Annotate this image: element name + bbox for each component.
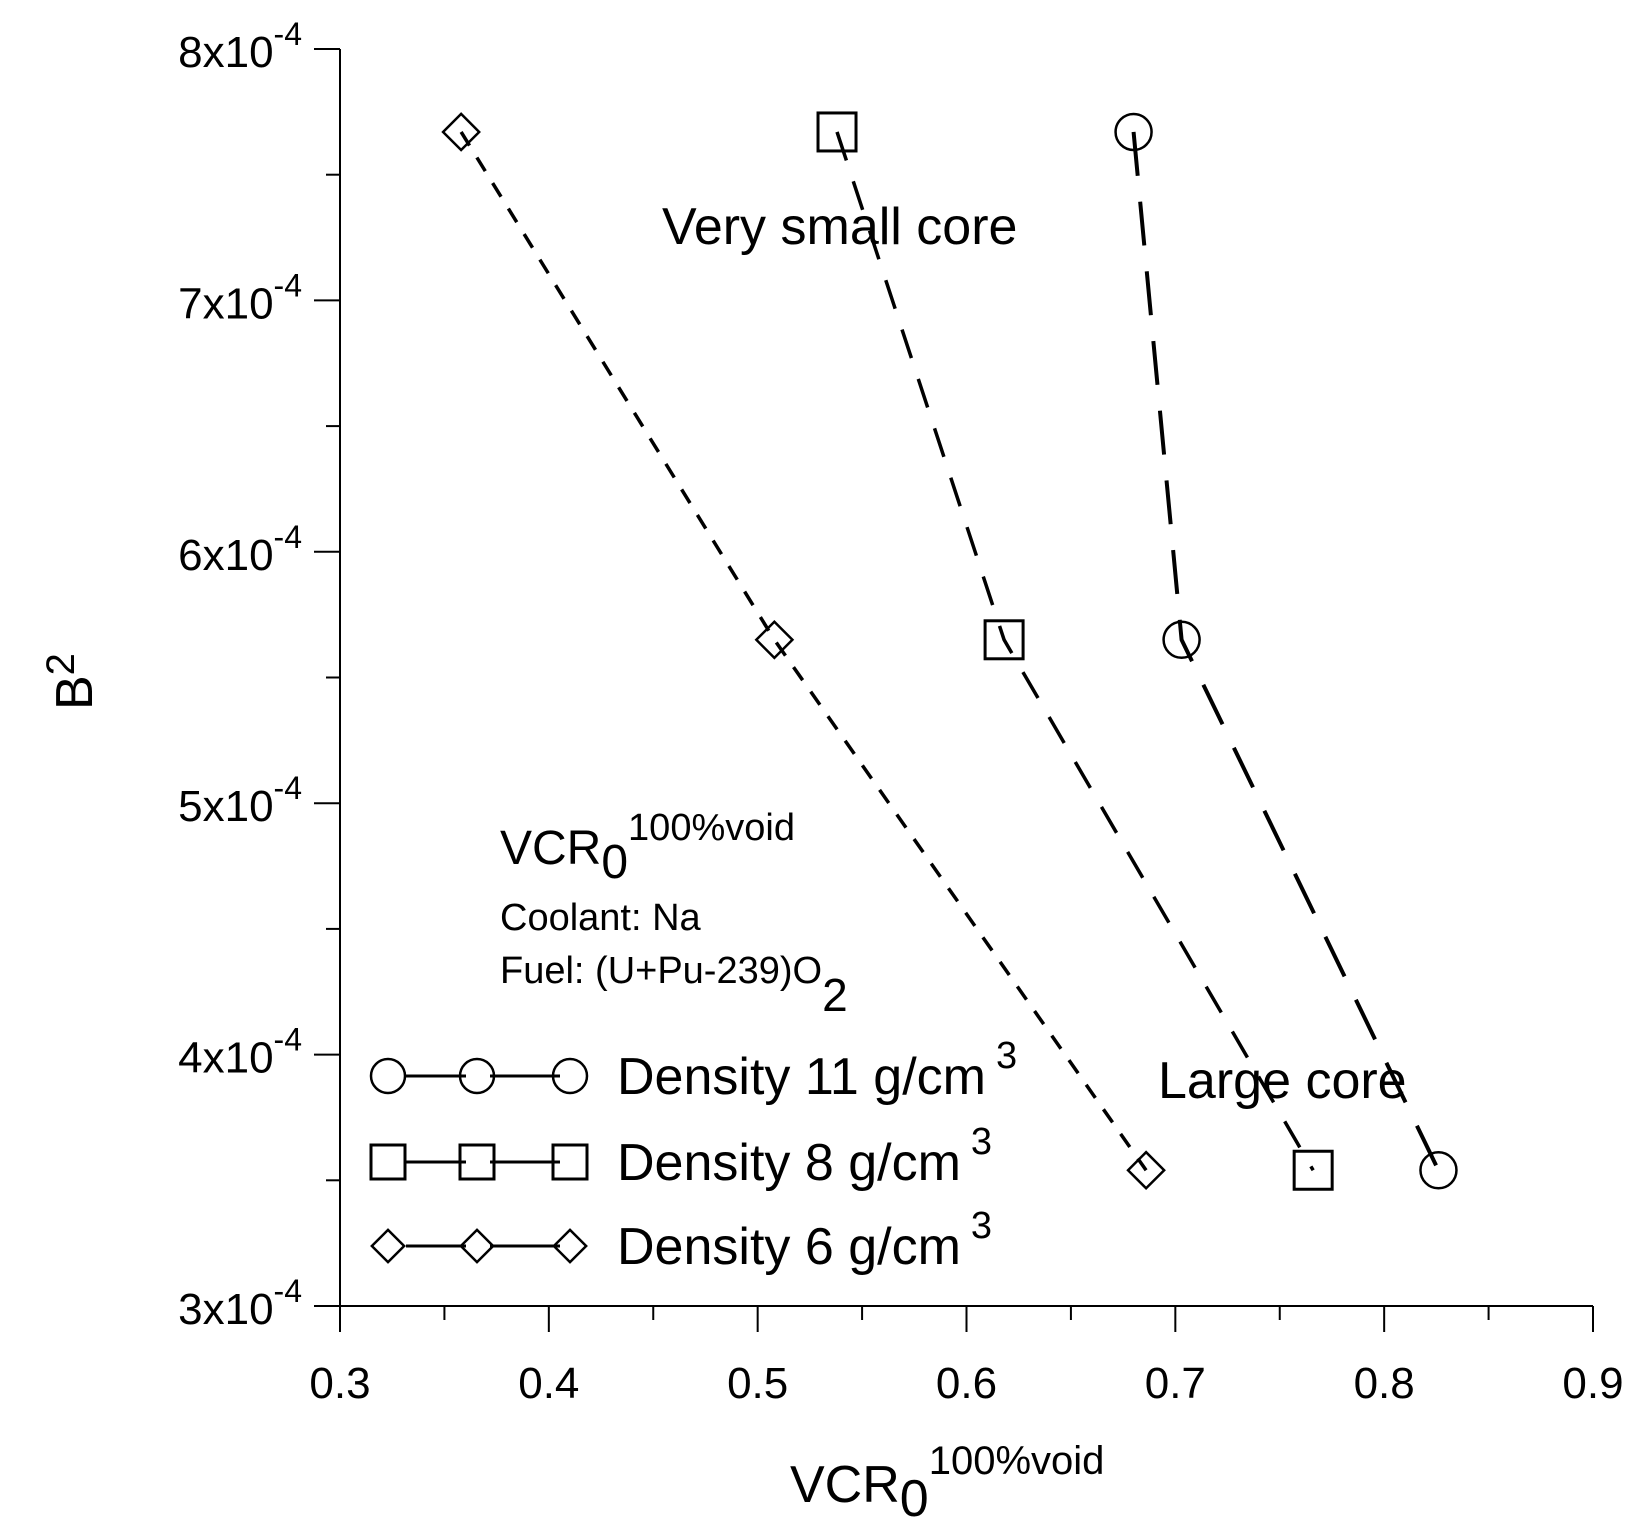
legend-item: Density 11 g/cm 3 [369, 1035, 1017, 1106]
legend-item: Density 6 g/cm 3 [370, 1205, 992, 1276]
info-title: VCR0100%void [500, 807, 795, 889]
x-tick-label: 0.9 [1562, 1359, 1623, 1408]
diamond-marker [459, 1228, 495, 1264]
legend-label: Density 8 g/cm 3 [617, 1121, 992, 1192]
series-line [1131, 131, 1441, 1172]
circle-data-point [1114, 112, 1153, 152]
info-fuel: Fuel: (U+Pu-239)O2 [500, 950, 848, 1021]
y-axis-label: B2 [39, 653, 104, 710]
legend-label: Density 11 g/cm 3 [617, 1035, 1017, 1106]
square-marker [458, 1143, 496, 1181]
square-marker [551, 1143, 589, 1181]
circle-marker [458, 1057, 496, 1095]
x-tick-label: 0.8 [1354, 1359, 1415, 1408]
diamond-marker [552, 1228, 588, 1264]
legend-item: Density 8 g/cm 3 [369, 1121, 992, 1192]
axes: 0.3 0.4 0.5 0.6 0.7 0.8 0.9 8x10-4 7x10-4 6x10-4 5… [178, 16, 1623, 1408]
annotation-large-core: Large core [1158, 1052, 1407, 1110]
legend: Density 11 g/cm 3 Density 8 g/cm 3 Density 6… [369, 1035, 1017, 1276]
square-marker [369, 1143, 407, 1181]
legend-label: Density 6 g/cm 3 [617, 1205, 992, 1276]
series-circle [1114, 112, 1458, 1190]
series-line [835, 131, 1315, 1172]
diamond-data-point [1126, 1150, 1166, 1191]
square-data-point [983, 619, 1025, 661]
y-tick-label: 6x10-4 [178, 519, 302, 580]
diamond-data-point [754, 619, 795, 660]
circle-data-point [1419, 1150, 1458, 1190]
square-data-point [1292, 1149, 1334, 1191]
y-tick-label: 5x10-4 [178, 770, 302, 831]
info-coolant: Coolant: Na [500, 897, 702, 939]
y-tick-label: 7x10-4 [178, 267, 302, 328]
square-data-point [816, 111, 858, 153]
x-tick-label: 0.7 [1145, 1359, 1206, 1408]
circle-marker [551, 1057, 589, 1095]
y-tick-label: 3x10-4 [178, 1273, 302, 1334]
x-tick-label: 0.5 [727, 1359, 788, 1408]
circle-data-point [1162, 620, 1201, 660]
circle-marker [369, 1057, 407, 1095]
diamond-data-point [441, 112, 481, 152]
series-square [816, 111, 1334, 1191]
x-tick-label: 0.6 [936, 1359, 997, 1408]
x-tick-label: 0.3 [309, 1359, 370, 1408]
series-line [459, 131, 1148, 1172]
y-tick-label: 8x10-4 [178, 16, 302, 77]
y-tick-label: 4x10-4 [178, 1022, 302, 1083]
annotation-very-small-core: Very small core [662, 198, 1017, 256]
x-axis-label: VCR0100%void [790, 1439, 1104, 1528]
series-diamond [441, 112, 1166, 1191]
diamond-marker [370, 1228, 406, 1264]
series-layer [441, 111, 1458, 1191]
x-tick-label: 0.4 [518, 1359, 579, 1408]
